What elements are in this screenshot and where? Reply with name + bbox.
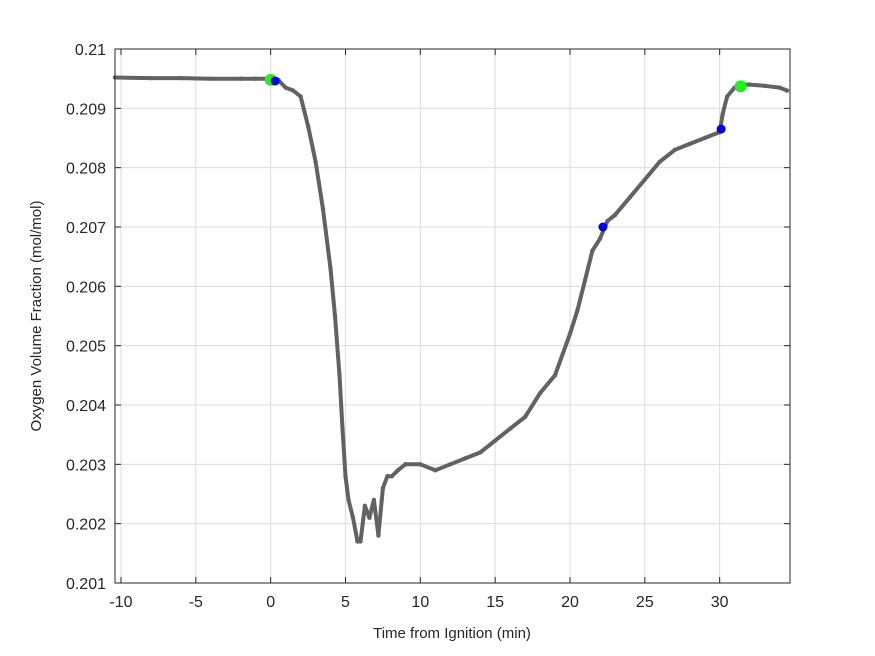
data-point [627, 195, 633, 200]
green-marker [734, 80, 747, 93]
data-point [362, 503, 368, 509]
data-point [702, 135, 707, 141]
data-point [777, 85, 782, 90]
y-tick-label: 0.202 [66, 517, 106, 534]
blue-marker [270, 76, 280, 86]
data-point [597, 236, 603, 242]
x-tick-label: 0 [266, 594, 275, 611]
data-point [612, 212, 618, 218]
data-point [537, 390, 543, 396]
data-point [507, 426, 513, 431]
y-tick-label: 0.206 [66, 279, 106, 296]
data-point [492, 438, 498, 443]
axes-frame [114, 48, 791, 584]
y-tick-label: 0.204 [66, 398, 106, 415]
data-point [178, 75, 184, 81]
data-point [747, 82, 752, 87]
data-point [340, 426, 345, 431]
grid [115, 48, 790, 584]
data-point [367, 515, 372, 520]
data-point [672, 147, 677, 153]
data-point [477, 450, 483, 455]
data-point [657, 159, 662, 164]
data-point [762, 83, 767, 88]
data-point [238, 76, 243, 81]
data-point [376, 533, 381, 538]
data-point [575, 307, 580, 313]
data-point [253, 76, 258, 81]
y-tick-label: 0.203 [66, 457, 106, 474]
data-point [290, 88, 296, 93]
data-point [298, 94, 303, 99]
data-point [305, 123, 311, 129]
data-point [463, 456, 468, 461]
data-point [395, 468, 401, 473]
data-point [350, 515, 356, 520]
y-axis-label: Oxygen Volume Fraction (mol/mol) [28, 201, 45, 432]
data-point [590, 248, 595, 253]
data-point [320, 207, 326, 212]
y-tick-label: 0.207 [66, 220, 106, 237]
data-point [418, 462, 423, 467]
data-point [687, 141, 692, 147]
x-tick-label: 5 [341, 594, 350, 611]
data-point [448, 462, 453, 467]
data-point [371, 497, 377, 503]
data-point [567, 331, 573, 336]
x-tick-label: 10 [411, 594, 429, 611]
data-point [724, 94, 730, 99]
data-point [380, 485, 386, 491]
data-point [433, 468, 438, 473]
data-point [332, 313, 338, 319]
data-point [148, 75, 154, 81]
y-tick-label: 0.21 [75, 42, 106, 59]
oxygen-fraction-trace [113, 75, 789, 544]
y-tick-label: 0.201 [66, 576, 106, 593]
data-point [389, 474, 395, 479]
x-tick-label: 25 [636, 594, 654, 611]
data-point [385, 474, 390, 479]
x-tick-label: -10 [109, 594, 132, 611]
data-point [582, 278, 588, 283]
x-axis-label: Time from Ignition (min) [373, 625, 531, 642]
markers [264, 73, 747, 232]
blue-marker [598, 222, 608, 232]
y-tick-label: 0.208 [66, 161, 106, 178]
data-point [346, 497, 351, 503]
y-tick-label: 0.205 [66, 339, 106, 356]
x-tick-label: 20 [561, 594, 579, 611]
data-point [784, 88, 790, 93]
data-point [313, 159, 318, 164]
data-point [552, 373, 558, 378]
data-point [720, 112, 725, 117]
data-point [337, 373, 342, 378]
y-tick-label: 0.209 [66, 101, 106, 118]
data-point [522, 414, 528, 420]
x-tick-label: 15 [486, 594, 504, 611]
data-point [605, 218, 610, 224]
data-point [328, 266, 333, 271]
data-point [642, 177, 648, 182]
data-point [343, 474, 348, 479]
ticks: -10 -5 0 5 10 15 20 25 30 0.201 0.202 0.203 0.204 0.2… [66, 42, 790, 611]
data-point [283, 85, 288, 90]
blue-marker [716, 124, 726, 134]
data-point [358, 539, 363, 544]
data-point [208, 76, 213, 81]
plot-area [112, 75, 790, 544]
x-tick-label: -5 [189, 594, 203, 611]
data-point [403, 462, 408, 467]
x-tick-label: 30 [711, 594, 729, 611]
